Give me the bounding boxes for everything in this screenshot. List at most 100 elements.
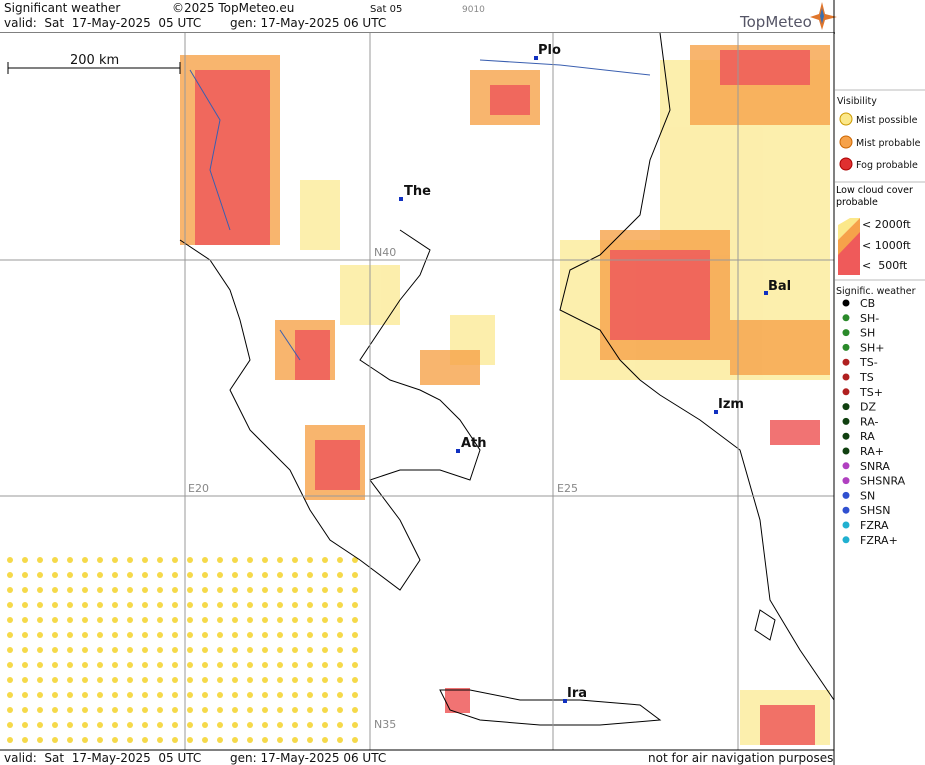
mist-dot (22, 692, 28, 698)
mist-dot (157, 647, 163, 653)
mist-dot (307, 677, 313, 683)
mist-dot (172, 662, 178, 668)
mist-dot (292, 572, 298, 578)
mist-dot (157, 587, 163, 593)
mist-dot (202, 707, 208, 713)
legend-item: SH (860, 327, 875, 340)
mist-dot (277, 692, 283, 698)
mist-dot (67, 707, 73, 713)
rivers (189, 59, 651, 361)
mist-dot (172, 692, 178, 698)
legend-symbol (842, 299, 850, 307)
mist-dot (82, 572, 88, 578)
mist-dot (82, 587, 88, 593)
mist-dot (7, 647, 13, 653)
legend-symbol (842, 417, 850, 425)
mist-dot (247, 632, 253, 638)
mist-dot (67, 692, 73, 698)
mist-dot (277, 557, 283, 563)
legend-item: RA+ (860, 445, 884, 458)
mist-dot (97, 677, 103, 683)
mist-dot (67, 617, 73, 623)
mist-dot (37, 572, 43, 578)
mist-dot (352, 632, 358, 638)
mist-dot (7, 737, 13, 743)
mist-dot (337, 572, 343, 578)
mist-dot (217, 557, 223, 563)
mist-dot (172, 647, 178, 653)
mist-dot (247, 677, 253, 683)
mist-dot (217, 692, 223, 698)
mist-dot (52, 692, 58, 698)
mist-dot (112, 587, 118, 593)
legend: Visibility Mist possible Mist probable F… (835, 89, 925, 547)
mist-dot (337, 647, 343, 653)
legend-symbol (842, 343, 850, 351)
mist-dot (7, 587, 13, 593)
mist-dot (352, 572, 358, 578)
mist-dot (52, 707, 58, 713)
mist-dot (292, 647, 298, 653)
mist-dot (7, 707, 13, 713)
mist-dot (82, 722, 88, 728)
mist-dot (352, 677, 358, 683)
mist-dot (7, 602, 13, 608)
mist-dot (187, 677, 193, 683)
mist-dot (232, 647, 238, 653)
mist-dot (247, 647, 253, 653)
mist-dot (307, 557, 313, 563)
mist-dot (82, 647, 88, 653)
legend-title: Signific. weather (836, 286, 916, 297)
mist-dot (22, 722, 28, 728)
mist-dot (232, 692, 238, 698)
mist-dot (52, 737, 58, 743)
mist-dot (277, 617, 283, 623)
mist-dot (67, 677, 73, 683)
mist-dot (217, 602, 223, 608)
mist-dot (157, 602, 163, 608)
legend-symbol (842, 329, 850, 337)
mist-dot (37, 602, 43, 608)
legend-symbol (842, 314, 850, 322)
mist-dot (172, 602, 178, 608)
mist-dot (262, 722, 268, 728)
mist-dot (127, 692, 133, 698)
mist-dot (37, 677, 43, 683)
legend-symbol (842, 447, 850, 455)
mist-dot (292, 587, 298, 593)
mist-dot (307, 572, 313, 578)
mist-dot (187, 722, 193, 728)
mist-dot (292, 692, 298, 698)
mist-dot (187, 602, 193, 608)
mist-dot (82, 737, 88, 743)
legend-item: DZ (860, 401, 876, 414)
mist-dot (322, 662, 328, 668)
legend-item: Fog probable (856, 160, 918, 171)
mist-dot (52, 557, 58, 563)
mist-dot (52, 587, 58, 593)
mist-dot (112, 677, 118, 683)
mist-dot (7, 722, 13, 728)
mist-dot (22, 662, 28, 668)
legend-symbol (842, 358, 850, 366)
mist-dot (7, 617, 13, 623)
mist-dot (142, 647, 148, 653)
mist-dot (322, 632, 328, 638)
mist-dot (142, 587, 148, 593)
mist-dot (307, 722, 313, 728)
mist-dot (127, 677, 133, 683)
mist-dot (187, 692, 193, 698)
mist-dot (322, 737, 328, 743)
mist-dot (247, 722, 253, 728)
mist-dot (97, 707, 103, 713)
mist-dot (37, 692, 43, 698)
legend-item: Mist possible (856, 115, 918, 126)
mist-dot (202, 587, 208, 593)
mist-dot (67, 602, 73, 608)
mist-dot (262, 587, 268, 593)
mist-dot (67, 737, 73, 743)
mist-dot (247, 707, 253, 713)
legend-item: SHSNRA (860, 475, 906, 488)
mist-dot (97, 617, 103, 623)
mist-dot (157, 692, 163, 698)
